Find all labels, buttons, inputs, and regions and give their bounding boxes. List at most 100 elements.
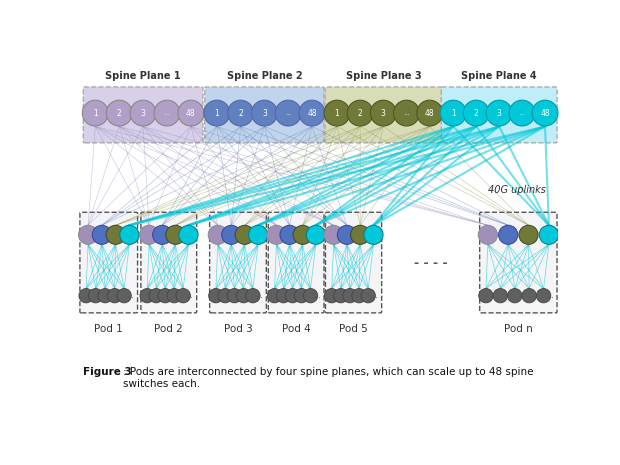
Text: ...: ... [519, 110, 526, 116]
Ellipse shape [227, 288, 242, 303]
Ellipse shape [352, 288, 366, 303]
Ellipse shape [394, 100, 420, 126]
Ellipse shape [508, 288, 522, 303]
Text: - - - -: - - - - [414, 257, 448, 270]
Text: 1: 1 [451, 109, 456, 118]
Text: Pod n: Pod n [504, 325, 533, 334]
Ellipse shape [130, 100, 156, 126]
Ellipse shape [149, 288, 164, 303]
Ellipse shape [208, 225, 228, 245]
Ellipse shape [440, 100, 466, 126]
Text: Pod 5: Pod 5 [339, 325, 368, 334]
Ellipse shape [370, 100, 396, 126]
Ellipse shape [303, 288, 317, 303]
Ellipse shape [92, 225, 112, 245]
Ellipse shape [299, 100, 325, 126]
Ellipse shape [350, 225, 370, 245]
Ellipse shape [178, 100, 204, 126]
Text: 3: 3 [262, 109, 267, 118]
Text: Pod 2: Pod 2 [154, 325, 183, 334]
Text: ...: ... [546, 291, 554, 300]
Text: Spine Plane 1: Spine Plane 1 [105, 71, 181, 81]
Ellipse shape [293, 225, 312, 245]
Ellipse shape [158, 288, 172, 303]
Text: Spine Plane 3: Spine Plane 3 [345, 71, 421, 81]
Ellipse shape [324, 225, 343, 245]
FancyBboxPatch shape [480, 212, 557, 313]
Ellipse shape [364, 225, 383, 245]
Text: Spine Plane 2: Spine Plane 2 [226, 71, 302, 81]
Text: 48: 48 [186, 109, 196, 118]
Ellipse shape [140, 288, 154, 303]
Text: 3: 3 [141, 109, 146, 118]
Ellipse shape [267, 288, 281, 303]
Ellipse shape [79, 225, 98, 245]
Text: ...: ... [164, 110, 170, 116]
Ellipse shape [218, 288, 232, 303]
Ellipse shape [277, 288, 291, 303]
Ellipse shape [509, 100, 535, 126]
Text: 48: 48 [425, 109, 435, 118]
Ellipse shape [493, 288, 508, 303]
Ellipse shape [82, 100, 108, 126]
Text: ...: ... [126, 291, 135, 300]
Ellipse shape [140, 225, 159, 245]
Text: Pod 3: Pod 3 [224, 325, 252, 334]
Ellipse shape [204, 100, 230, 126]
Ellipse shape [154, 100, 180, 126]
Ellipse shape [306, 225, 326, 245]
Ellipse shape [285, 288, 299, 303]
Text: : Pods are interconnected by four spine planes, which can scale up to 48 spine
s: : Pods are interconnected by four spine … [123, 367, 534, 389]
Text: 1: 1 [215, 109, 219, 118]
Ellipse shape [478, 225, 497, 245]
Ellipse shape [343, 288, 357, 303]
Ellipse shape [98, 288, 112, 303]
Ellipse shape [249, 225, 268, 245]
Ellipse shape [89, 288, 103, 303]
Ellipse shape [417, 100, 443, 126]
Ellipse shape [519, 225, 538, 245]
Text: 1: 1 [93, 109, 98, 118]
Ellipse shape [176, 288, 190, 303]
FancyBboxPatch shape [210, 212, 267, 313]
Ellipse shape [166, 225, 185, 245]
Ellipse shape [539, 225, 559, 245]
Ellipse shape [107, 288, 122, 303]
FancyBboxPatch shape [326, 212, 382, 313]
Ellipse shape [106, 225, 125, 245]
Text: ...: ... [313, 291, 321, 300]
Ellipse shape [294, 288, 309, 303]
FancyBboxPatch shape [83, 87, 203, 143]
Ellipse shape [267, 225, 286, 245]
Text: ...: ... [255, 291, 263, 300]
Text: 48: 48 [307, 109, 317, 118]
Ellipse shape [522, 288, 536, 303]
Text: 2: 2 [358, 109, 363, 118]
Text: ...: ... [185, 291, 193, 300]
FancyBboxPatch shape [325, 87, 441, 143]
Ellipse shape [280, 225, 299, 245]
Ellipse shape [120, 225, 139, 245]
Ellipse shape [228, 100, 254, 126]
Ellipse shape [347, 100, 373, 126]
Text: ...: ... [371, 291, 378, 300]
Ellipse shape [106, 100, 132, 126]
Ellipse shape [532, 100, 558, 126]
Text: Pod 4: Pod 4 [281, 325, 311, 334]
Ellipse shape [486, 100, 512, 126]
Ellipse shape [117, 288, 131, 303]
Ellipse shape [536, 288, 551, 303]
Text: ...: ... [285, 110, 291, 116]
FancyBboxPatch shape [268, 212, 324, 313]
Ellipse shape [361, 288, 375, 303]
Text: 2: 2 [238, 109, 243, 118]
Ellipse shape [334, 288, 348, 303]
Ellipse shape [498, 225, 518, 245]
FancyBboxPatch shape [141, 212, 197, 313]
Text: Pod 1: Pod 1 [94, 325, 123, 334]
Ellipse shape [235, 225, 254, 245]
Text: 40G uplinks: 40G uplinks [488, 185, 546, 195]
Text: Spine Plane 4: Spine Plane 4 [461, 71, 537, 81]
Text: Figure 3: Figure 3 [83, 367, 132, 377]
Ellipse shape [337, 225, 356, 245]
